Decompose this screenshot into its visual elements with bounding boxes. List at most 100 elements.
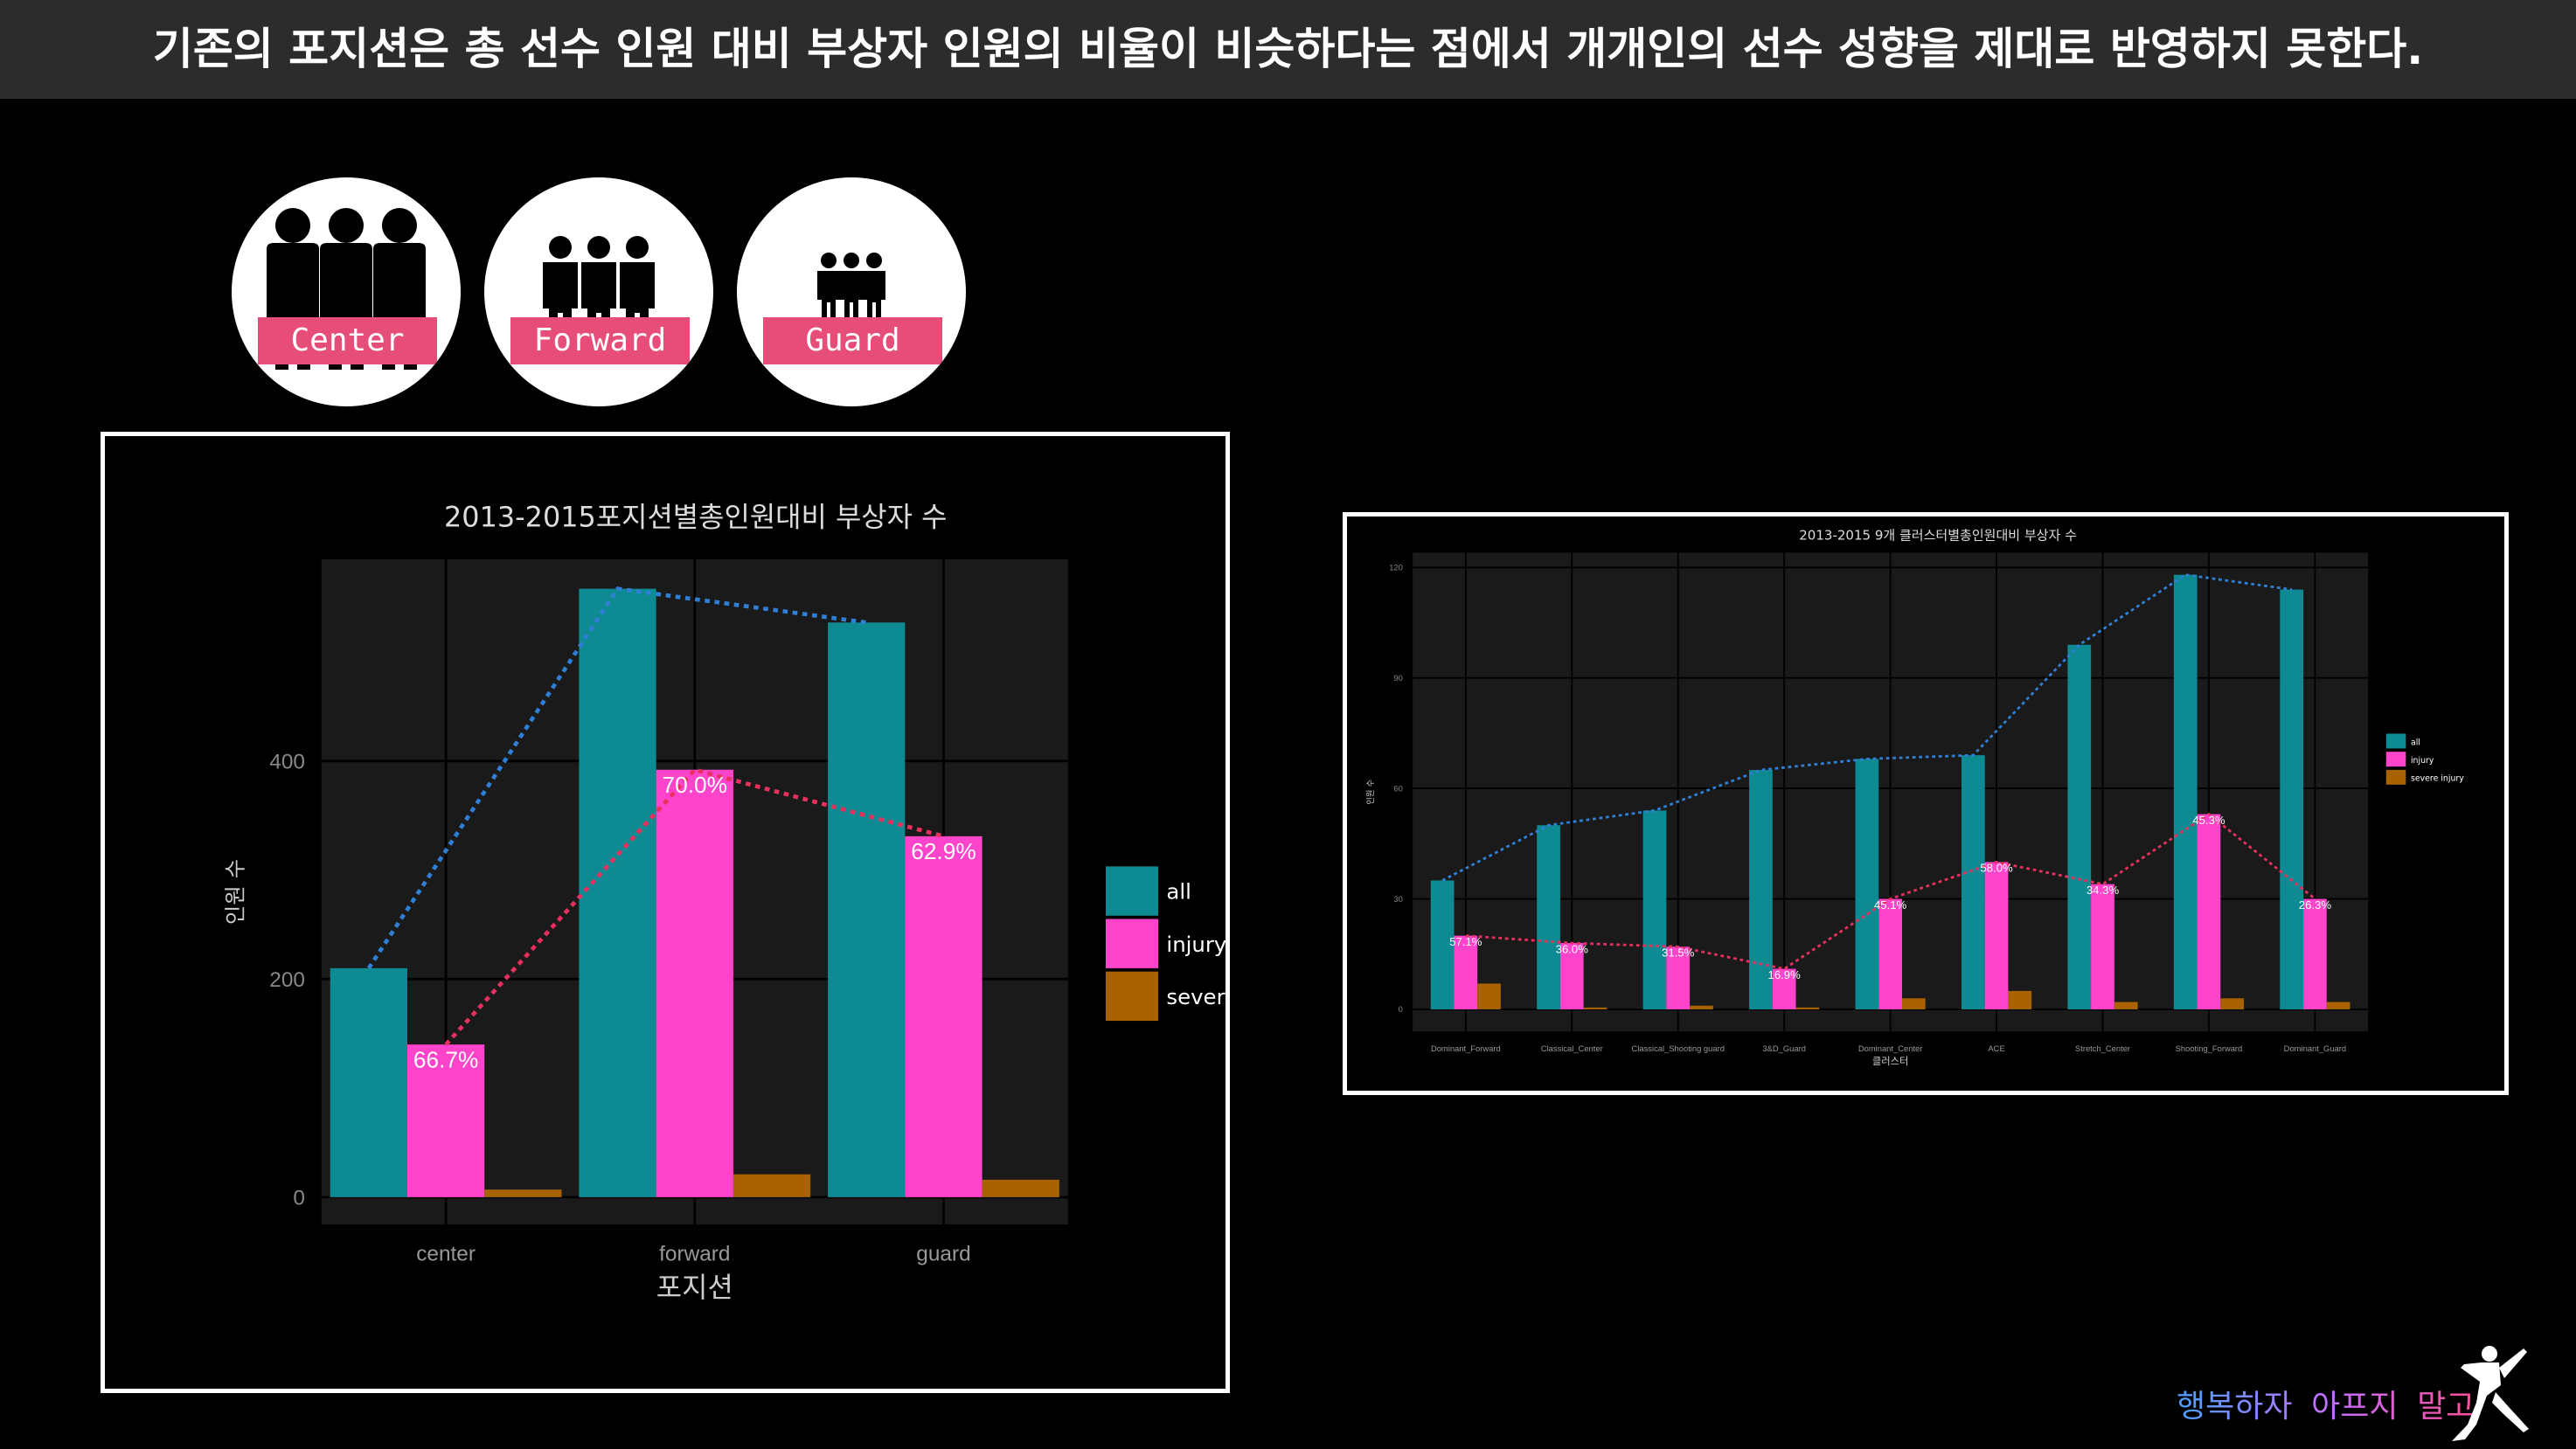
jumpman-logo [2452,1346,2529,1441]
x-tick-label: Shooting_Forward [2176,1043,2243,1053]
legend-label: all [2411,738,2420,747]
bar-injury [2091,884,2114,1009]
bar-all [1855,759,1879,1009]
y-tick-label: 0 [293,1186,305,1210]
bar-severe-injury [982,1179,1059,1197]
line-all-trend [1441,573,2292,882]
x-tick-label: forward [659,1242,730,1265]
legend-key-injury [2385,752,2406,767]
data-label: 62.9% [911,838,976,864]
bar-injury [1772,968,1796,1009]
data-label: 26.3% [2299,898,2332,912]
bar-injury [406,1044,485,1197]
bar-severe-injury [733,1174,811,1197]
legend-label: injury [1166,932,1226,957]
data-label: 45.3% [2192,814,2225,827]
bar-all [2280,589,2304,1009]
bar-all [828,622,906,1197]
bar-severe-injury [1690,1005,1713,1009]
bar-severe-injury [484,1189,562,1197]
chart-title: 2013-2015 9개 클러스터별총인원대비 부상자 수 [1799,527,2077,543]
position-center-icon: Center [232,177,461,406]
data-label: 70.0% [663,772,727,798]
people-group-medium-icon [543,236,655,343]
bar-severe-injury [2326,1002,2350,1009]
bar-injury [1666,946,1691,1009]
line-injury-trend [444,767,945,1046]
legend-label: all [1166,879,1191,905]
legend-key-injury [1105,919,1159,968]
bar-severe-injury [2114,1002,2138,1009]
bar-all [1537,825,1560,1009]
bar-injury [1878,898,1902,1009]
bar-injury [656,769,733,1197]
bar-severe-injury [1583,1007,1607,1009]
x-tick-label: Dominant_Guard [2284,1043,2346,1053]
y-tick-label: 90 [1393,673,1402,683]
bar-injury [2197,814,2221,1009]
chart-position-injury: 0 200 400 66.7% 70.0% 62.9% center forward guard… [101,432,1230,1393]
position-label-center: Center [258,317,437,364]
bar-all [1961,755,1985,1009]
bar-injury [1984,862,2009,1009]
bar-injury [1454,935,1478,1009]
bar-severe-injury [2220,998,2245,1009]
y-axis-label: 인원 수 [223,859,248,925]
x-tick-label: ACE [1988,1043,2004,1053]
x-tick-label: Classical_Shooting guard [1632,1043,1725,1053]
data-label: 58.0% [1980,862,2013,875]
bar-all [2173,574,2198,1009]
headline-bar [0,0,2576,99]
chart-title: 2013-2015포지션별총인원대비 부상자 수 [444,500,947,533]
data-label: 57.1% [1449,935,1482,948]
position-forward-icon: Forward [484,177,713,406]
line-all-trend [366,586,867,970]
bar-all [330,967,407,1197]
footer-slogan-text: 행복하자 아프지 말고 [2177,1389,2475,1425]
bar-injury [2303,898,2327,1009]
footer-slogan: 행복하자 아프지 말고 [2177,1381,2475,1426]
y-tick-label: 0 [1399,1004,1403,1014]
x-tick-label: Classical_Center [1541,1043,1603,1053]
data-label: 31.5% [1662,946,1695,960]
line-injury-trend [1465,812,2316,971]
position-label-guard: Guard [763,317,942,364]
bar-all [1642,810,1667,1009]
data-label: 16.9% [1768,968,1802,981]
x-tick-label: guard [916,1242,970,1265]
people-group-large-icon [267,208,426,370]
bar-severe-injury [1901,998,1926,1009]
people-group-small-icon [817,253,885,322]
y-tick-label: 30 [1393,894,1402,904]
legend-label: severe injury [1166,984,1226,1009]
x-tick-label: Stretch_Center [2075,1043,2130,1053]
x-tick-label: Dominant_Center [1858,1043,1923,1053]
legend-key-all [1105,866,1159,916]
bar-injury [1559,943,1584,1009]
position-guard-icon: Guard [737,177,966,406]
legend-label: injury [2411,756,2434,766]
chart-cluster-injury-svg: 0 30 60 90 120 57.1% 36.0% 31.5% 16.9% 45.1% 58.0%… [1366,527,2464,1067]
bar-severe-injury [1795,1007,1820,1009]
bar-severe-injury [2008,990,2032,1009]
legend-key-all [2385,733,2406,749]
data-label: 66.7% [413,1046,478,1072]
legend-label: severe injury [2411,774,2464,784]
y-tick-label: 400 [269,750,305,773]
y-tick-label: 200 [269,968,305,992]
data-label: 34.3% [2086,884,2120,897]
y-tick-label: 60 [1393,783,1402,793]
bar-injury [905,835,982,1197]
x-axis-label: 포지션 [656,1271,733,1304]
x-tick-label: 3&D_Guard [1762,1043,1806,1053]
legend-key-severe-injury [2385,769,2406,785]
y-tick-label: 120 [1389,563,1403,572]
headline: 기존의 포지션은 총 선수 인원 대비 부상자 인원의 비율이 비슷하다는 점에… [152,24,2424,74]
bar-all [1749,770,1773,1009]
bar-severe-injury [1477,983,1501,1009]
chart-position-injury-svg: 0 200 400 66.7% 70.0% 62.9% center forward guard… [223,500,1226,1304]
x-axis-label: 클러스터 [1872,1056,1908,1067]
data-label: 45.1% [1874,898,1907,912]
data-label: 36.0% [1556,942,1589,955]
bar-all [1430,880,1455,1009]
